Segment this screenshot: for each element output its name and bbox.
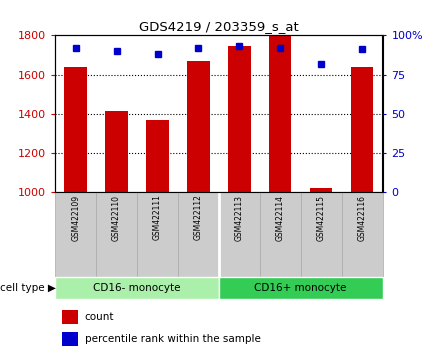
Text: CD16+ monocyte: CD16+ monocyte [255, 283, 347, 293]
Bar [228, 46, 251, 192]
Bar [62, 332, 78, 346]
Text: GSM422111: GSM422111 [153, 195, 162, 240]
Text: count: count [85, 312, 114, 322]
Bar [310, 188, 332, 192]
Bar [65, 67, 87, 192]
Text: CD16- monocyte: CD16- monocyte [94, 283, 181, 293]
Text: GSM422109: GSM422109 [71, 195, 80, 241]
Bar [55, 277, 219, 299]
Text: GSM422113: GSM422113 [235, 195, 244, 241]
Title: GDS4219 / 203359_s_at: GDS4219 / 203359_s_at [139, 20, 299, 33]
Bar [137, 192, 178, 277]
Bar [146, 120, 169, 192]
Text: GSM422112: GSM422112 [194, 195, 203, 240]
Bar [219, 277, 382, 299]
Bar [96, 192, 137, 277]
Bar [55, 192, 96, 277]
Text: cell type ▶: cell type ▶ [0, 283, 56, 293]
Text: GSM422114: GSM422114 [276, 195, 285, 241]
Text: GSM422116: GSM422116 [357, 195, 366, 241]
Bar [178, 192, 219, 277]
Bar [219, 192, 260, 277]
Text: GSM422110: GSM422110 [112, 195, 121, 241]
Bar [351, 67, 373, 192]
Text: percentile rank within the sample: percentile rank within the sample [85, 334, 261, 344]
Text: GSM422115: GSM422115 [317, 195, 326, 241]
Bar [105, 111, 128, 192]
Bar [342, 192, 383, 277]
Bar [260, 192, 300, 277]
Bar [187, 61, 210, 192]
Bar [62, 310, 78, 324]
Bar [269, 36, 292, 192]
Bar [300, 192, 342, 277]
